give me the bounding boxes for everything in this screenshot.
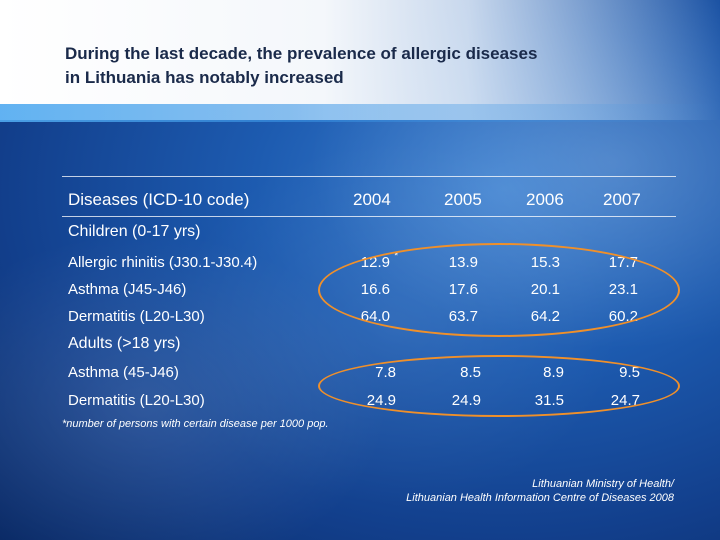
title-band: [0, 0, 720, 120]
row-label: Allergic rhinitis (J30.1-J30.4): [68, 254, 258, 271]
column-header-2007: 2007: [603, 190, 641, 209]
row-label: Asthma (45-J46): [68, 364, 179, 381]
section-label-adults: Adults (>18 yrs): [68, 335, 181, 352]
row-label: Dermatitis (L20-L30): [68, 308, 205, 325]
children-highlight-oval: [318, 243, 680, 337]
footnote: *number of persons with certain disease …: [62, 418, 329, 430]
adults-highlight-oval: [318, 355, 680, 417]
table-top-rule: [62, 176, 676, 177]
column-header-2004: 2004: [353, 190, 391, 209]
column-header-2005: 2005: [444, 190, 482, 209]
row-label: Asthma (J45-J46): [68, 281, 187, 298]
title-band-edge: [0, 104, 720, 122]
source-line-1: Lithuanian Ministry of Health/: [532, 478, 674, 490]
title-line-1: During the last decade, the prevalence o…: [65, 44, 538, 63]
section-label-children: Children (0-17 yrs): [68, 223, 201, 240]
row-label: Dermatitis (L20-L30): [68, 392, 205, 409]
source-line-2: Lithuanian Health Information Centre of …: [406, 492, 674, 504]
slide-title: During the last decade, the prevalence o…: [65, 42, 665, 90]
title-line-2: in Lithuania has notably increased: [65, 68, 344, 87]
source-citation: Lithuanian Ministry of Health/ Lithuania…: [406, 477, 674, 505]
column-header-disease: Diseases (ICD-10 code): [68, 190, 250, 209]
table-header-rule: [62, 216, 676, 217]
column-header-2006: 2006: [526, 190, 564, 209]
